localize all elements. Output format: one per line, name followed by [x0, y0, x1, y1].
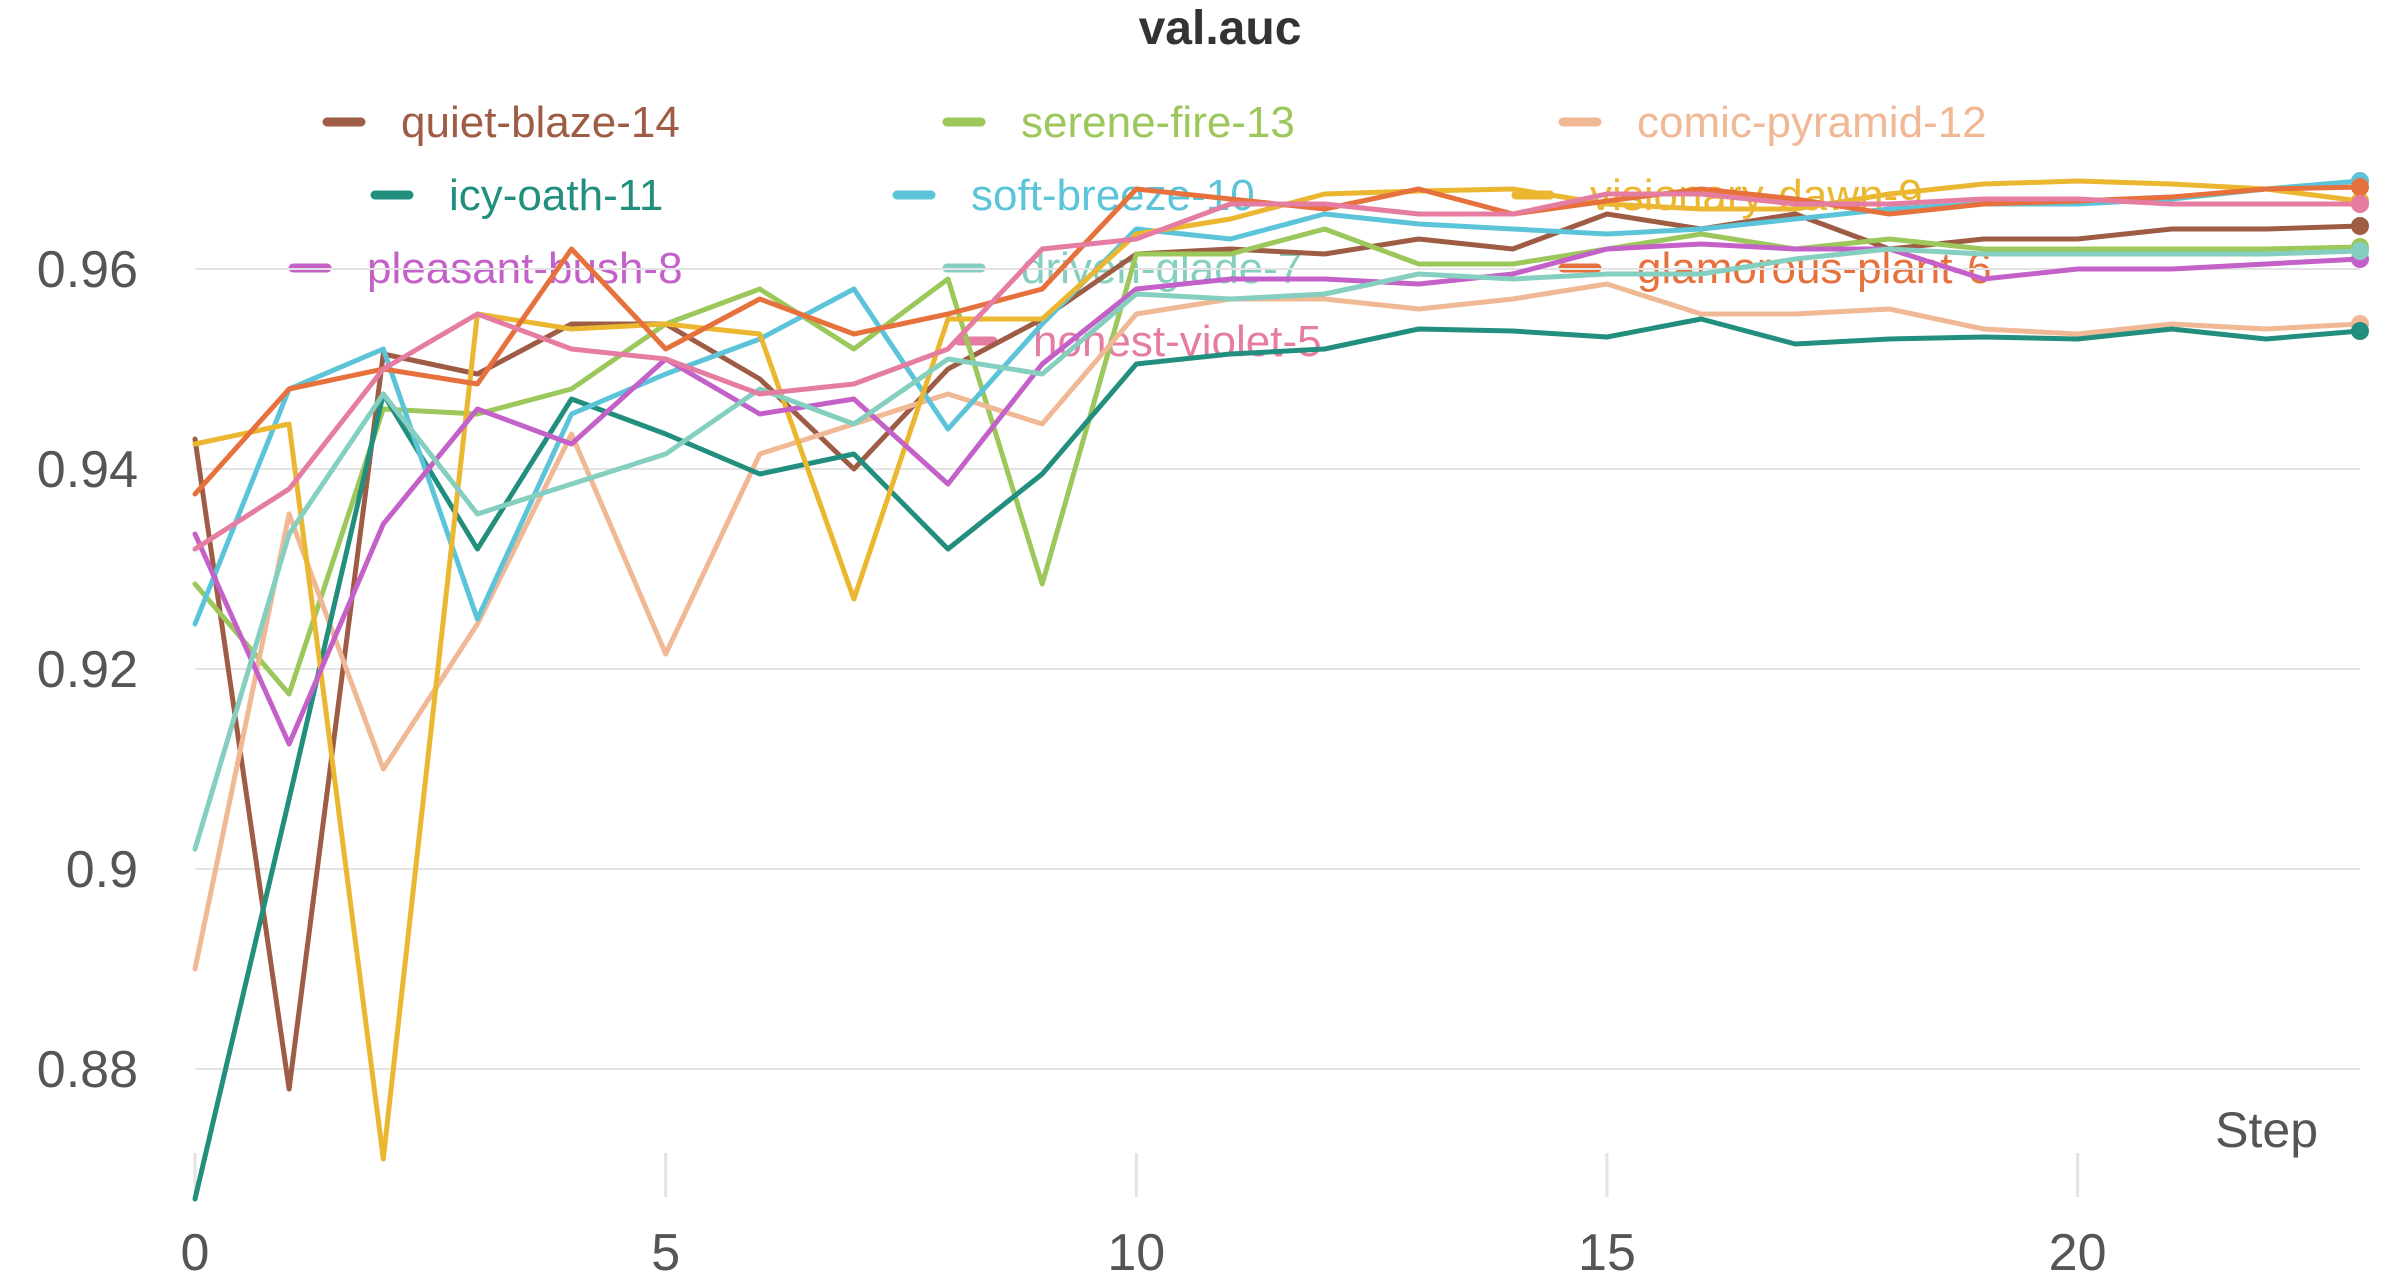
- x-tick-labels: 0 5 10 15 20: [181, 1224, 2107, 1280]
- series-end-marker-icy-oath-11: [2351, 322, 2369, 340]
- y-tick-labels: 0.88 0.9 0.92 0.94 0.96: [37, 241, 138, 1099]
- y-tick-label: 0.92: [37, 641, 138, 699]
- series-line-pleasant-bush-8: [192, 241, 2363, 747]
- x-tick-label: 5: [651, 1224, 680, 1280]
- y-tick-label: 0.88: [37, 1041, 138, 1099]
- legend-item-serene-fire-13[interactable]: serene-fire-13: [942, 98, 1295, 147]
- series-line-driven-glade-7: [192, 246, 2363, 852]
- legend-label: quiet-blaze-14: [401, 98, 680, 147]
- y-tick-label: 0.9: [66, 841, 138, 899]
- x-tick-label: 0: [181, 1224, 210, 1280]
- y-tick-label: 0.96: [37, 241, 138, 299]
- legend-item-quiet-blaze-14[interactable]: quiet-blaze-14: [322, 98, 680, 147]
- series-end-marker-quiet-blaze-14: [2351, 217, 2369, 235]
- x-tick-marks: [193, 1153, 2080, 1197]
- series-lines: [192, 178, 2363, 1202]
- series-end-marker-glamorous-plant-6: [2351, 178, 2369, 196]
- legend-label: comic-pyramid-12: [1637, 98, 1987, 147]
- series-end-marker-driven-glade-7: [2351, 242, 2369, 260]
- series-end-marker-honest-violet-5: [2351, 195, 2369, 213]
- x-tick-label: 10: [1107, 1224, 1165, 1280]
- legend-item-icy-oath-11[interactable]: icy-oath-11: [370, 171, 663, 220]
- series-line-quiet-blaze-14: [192, 211, 2363, 1092]
- x-tick-label: 20: [2049, 1224, 2107, 1280]
- series-line-honest-violet-5: [192, 191, 2363, 552]
- series-line-icy-oath-11: [192, 316, 2363, 1202]
- series-line-serene-fire-13: [192, 226, 2363, 697]
- series-line-comic-pyramid-12: [192, 281, 2363, 972]
- y-tick-label: 0.94: [37, 441, 138, 499]
- x-tick-label: 15: [1578, 1224, 1636, 1280]
- legend-item-comic-pyramid-12[interactable]: comic-pyramid-12: [1558, 98, 1987, 147]
- legend-label: serene-fire-13: [1021, 98, 1295, 147]
- grid-lines: [195, 268, 2360, 1070]
- legend-label: icy-oath-11: [449, 171, 663, 220]
- end-markers: [2351, 172, 2369, 340]
- x-axis-label: Step: [2215, 1102, 2318, 1158]
- chart-title: val.auc: [1139, 2, 1302, 55]
